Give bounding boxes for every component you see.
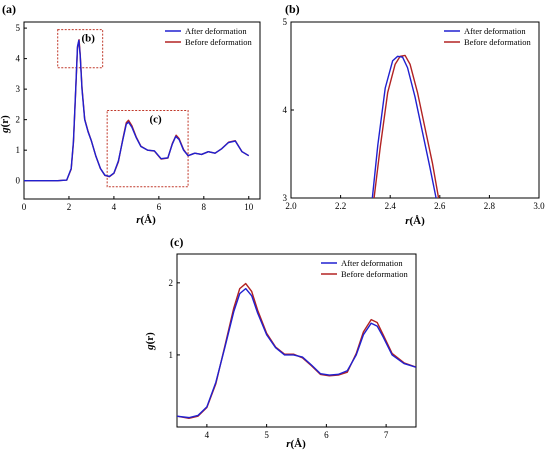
panel-b-legend-label: Before deformation (464, 37, 532, 47)
panel-a-x-tick-label: 8 (202, 202, 207, 212)
panel-c-label: (c) (170, 235, 183, 249)
panel-c-x-tick-label: 5 (264, 430, 269, 440)
panel-b-y-tick-label: 4 (283, 105, 288, 115)
panel-a-y-tick-label: 4 (16, 54, 21, 64)
panel-b: (b) 2.0 2.2 2.4 2.6 2.8 3.0 3 4 5 After deformat… (283, 2, 546, 227)
panel-a-x-tick-label: 0 (22, 202, 27, 212)
panel-b-x-tick-label: 2.2 (335, 201, 346, 211)
panel-b-x-tick-label: 2.0 (285, 201, 297, 211)
panel-b-legend-label: After deformation (464, 26, 526, 36)
panel-a-x-tick-label: 6 (157, 202, 162, 212)
panel-c-series-line-after (177, 287, 416, 419)
panel-a-legend-label: After deformation (185, 26, 247, 36)
panel-c-x-tick-label: 6 (324, 430, 329, 440)
panel-a-x-tick-label: 2 (67, 202, 72, 212)
panel-a-x-tick-label: 4 (112, 202, 117, 212)
panel-a-legend-label: Before deformation (185, 37, 253, 47)
panel-b-x-tick-label: 3.0 (533, 201, 545, 211)
panel-a-y-tick-label: 0 (16, 176, 21, 186)
panel-c-y-tick-label: 2 (169, 278, 174, 288)
panel-a-y-tick-label: 3 (16, 84, 21, 94)
panel-c-series-group (177, 282, 416, 420)
panel-b-x-axis-title: r(Å) (405, 215, 425, 227)
panel-a-y-tick-label: 5 (16, 23, 21, 33)
panel-c-legend-label: Before deformation (341, 269, 409, 279)
panel-a-x-axis-title: r(Å) (136, 214, 156, 226)
panel-a-y-tick-label: 2 (16, 115, 21, 125)
panel-a-series-group (24, 39, 250, 182)
panel-b-x-tick-label: 2.8 (484, 201, 496, 211)
panel-b-series-line-after (371, 55, 437, 198)
zoom-region-box (106, 110, 189, 188)
panel-a-series-line-after (24, 39, 250, 182)
panel-b-y-tick-label: 3 (283, 193, 288, 203)
panel-a-y-axis-title: g(r) (0, 115, 11, 134)
zoom-region-label: (c) (150, 114, 163, 126)
panel-b-series-group (371, 54, 440, 198)
panel-b-y-tick-label: 5 (283, 17, 288, 27)
panel-c-legend-label: After deformation (341, 258, 403, 268)
panel-b-plot-frame (290, 21, 540, 199)
panel-b-x-tick-label: 2.6 (434, 201, 446, 211)
panel-b-x-tick-label: 2.4 (385, 201, 397, 211)
panel-a-label: (a) (2, 2, 16, 16)
panel-c-plot-frame (176, 253, 417, 428)
panel-a-x-tick-label: 10 (244, 202, 254, 212)
panel-b-series-line-before (373, 54, 440, 198)
panel-c-y-tick-label: 1 (169, 350, 174, 360)
panel-c-series-line-before (177, 282, 416, 420)
panel-a-plot-frame (23, 21, 261, 200)
panel-a-y-tick-label: 1 (16, 145, 21, 155)
zoom-region-label: (b) (81, 33, 95, 45)
panel-c-x-tick-label: 4 (205, 430, 210, 440)
panel-b-label: (b) (285, 2, 300, 16)
panel-a: (a) (b) (c) 0 2 4 6 8 10 0 1 2 3 4 5 After deformati… (0, 2, 261, 226)
panel-c-x-tick-label: 7 (384, 430, 389, 440)
panel-c-x-axis-title: r(Å) (286, 438, 306, 450)
panel-c-y-axis-title: g(r) (144, 332, 156, 351)
